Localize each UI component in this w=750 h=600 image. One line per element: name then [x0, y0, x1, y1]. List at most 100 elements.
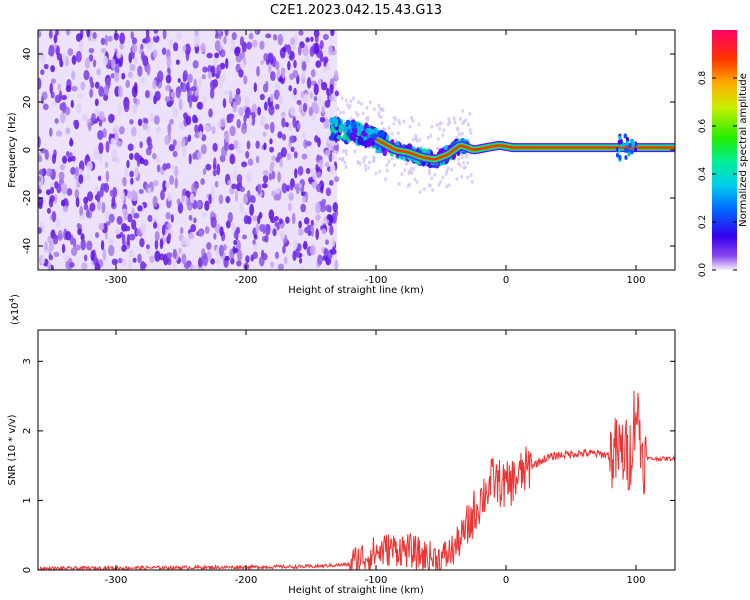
noise-speckle	[98, 110, 105, 121]
noise-speckle	[269, 93, 274, 103]
noise-speckle	[61, 52, 67, 63]
noise-speckle	[52, 234, 59, 245]
colorbar-tick-label: 0.0	[698, 263, 708, 278]
noise-speckle	[153, 115, 160, 125]
noise-speckle	[318, 78, 322, 87]
spectrogram-xlabel: Height of straight line (km)	[288, 285, 424, 296]
noise-speckle	[71, 55, 77, 65]
signal-scatter	[392, 121, 396, 126]
noise-speckle	[241, 161, 248, 168]
noise-speckle	[233, 169, 237, 179]
noise-speckle	[47, 261, 52, 270]
noise-speckle	[212, 169, 217, 177]
signal-scatter	[384, 177, 388, 182]
noise-speckle	[154, 250, 161, 262]
noise-speckle	[247, 190, 251, 196]
noise-speckle	[170, 91, 176, 98]
noise-speckle	[272, 34, 278, 41]
noise-speckle	[316, 171, 322, 178]
noise-speckle	[321, 105, 325, 116]
noise-speckle	[130, 126, 137, 137]
signal-scatter	[390, 131, 394, 136]
noise-speckle	[51, 101, 58, 107]
noise-speckle	[190, 86, 197, 92]
noise-speckle	[193, 217, 197, 224]
noise-speckle	[156, 223, 162, 231]
noise-speckle	[216, 64, 222, 75]
noise-speckle	[131, 85, 138, 98]
noise-speckle	[211, 185, 215, 196]
noise-speckle	[245, 106, 251, 119]
signal-scatter	[427, 167, 431, 172]
signal-scatter	[385, 168, 389, 173]
noise-speckle	[322, 255, 328, 261]
signal-scatter	[336, 107, 340, 112]
ytick-label: 3	[22, 358, 33, 364]
noise-speckle	[225, 196, 231, 204]
noise-speckle	[78, 39, 84, 52]
noise-speckle	[315, 60, 322, 68]
chart-title: C2E1.2023.042.15.43.G13	[270, 3, 442, 18]
noise-speckle	[288, 85, 293, 92]
noise-speckle	[243, 215, 249, 225]
noise-speckle	[184, 190, 191, 197]
noise-speckle	[100, 183, 107, 191]
noise-speckle	[71, 155, 76, 162]
ytick-label: 2	[22, 428, 33, 434]
noise-speckle	[273, 194, 280, 201]
signal-scatter	[330, 146, 334, 151]
signal-scatter	[408, 124, 412, 129]
noise-speckle	[168, 38, 174, 48]
noise-speckle	[213, 232, 217, 240]
signal-scatter	[430, 124, 434, 129]
noise-speckle	[114, 228, 121, 235]
noise-speckle	[202, 95, 208, 103]
noise-speckle	[301, 132, 306, 139]
signal-scatter	[412, 166, 416, 171]
noise-speckle	[249, 203, 255, 216]
noise-speckle	[270, 71, 276, 82]
noise-speckle	[65, 30, 71, 36]
noise-speckle	[111, 258, 118, 266]
noise-speckle	[316, 155, 323, 161]
noise-speckle	[83, 254, 88, 262]
noise-speckle	[38, 169, 44, 176]
signal-scatter	[458, 116, 462, 121]
noise-speckle	[166, 228, 173, 235]
noise-speckle	[119, 42, 124, 50]
xtick-label: -200	[235, 275, 258, 286]
noise-speckle	[88, 122, 92, 132]
noise-speckle	[128, 152, 134, 161]
noise-speckle	[286, 44, 292, 55]
noise-speckle	[235, 88, 241, 95]
noise-speckle	[174, 177, 178, 189]
signal-scatter	[341, 149, 345, 154]
noise-speckle	[304, 55, 310, 63]
noise-speckle	[277, 76, 284, 83]
noise-speckle	[325, 204, 332, 212]
signal-scatter	[452, 116, 456, 121]
noise-speckle	[204, 226, 210, 235]
noise-speckle	[133, 96, 137, 104]
noise-speckle	[70, 99, 74, 109]
ytick-label: 0	[22, 567, 33, 573]
xtick-label: 0	[503, 575, 509, 586]
noise-speckle	[305, 37, 310, 43]
signal-scatter	[344, 149, 348, 154]
noise-speckle	[38, 175, 42, 183]
noise-speckle	[121, 244, 127, 252]
signal-blob	[627, 151, 631, 157]
noise-speckle	[154, 239, 159, 250]
noise-speckle	[127, 71, 133, 79]
noise-speckle	[274, 82, 281, 91]
noise-speckle	[105, 140, 110, 153]
noise-speckle	[126, 160, 130, 169]
noise-speckle	[259, 40, 265, 50]
noise-speckle	[171, 164, 176, 173]
noise-speckle	[309, 46, 315, 57]
noise-speckle	[167, 123, 172, 135]
noise-speckle	[193, 183, 200, 189]
noise-speckle	[98, 222, 105, 231]
noise-speckle	[204, 124, 211, 131]
noise-speckle	[293, 239, 298, 250]
